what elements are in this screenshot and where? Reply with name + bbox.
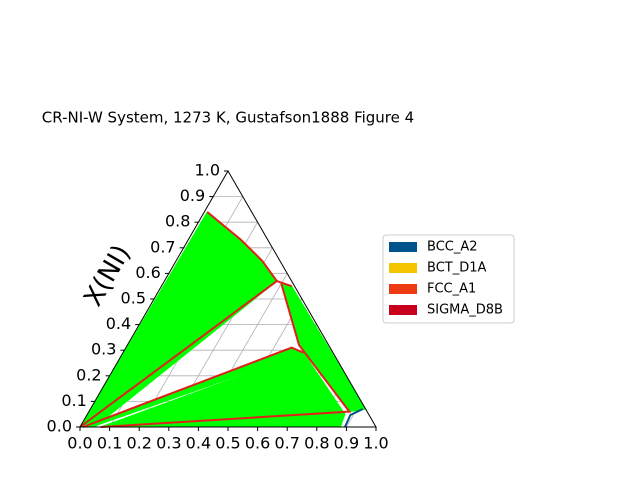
x-tick-label: 0.4 [186,434,211,453]
x-tick-label: 0.0 [67,434,92,453]
chart-title: CR-NI-W System, 1273 K, Gustafson1888 Fi… [42,109,414,127]
plot-area [79,170,377,428]
y-tick-label: 0.3 [91,340,116,359]
legend-swatch [389,242,417,252]
x-axis-label: X(CR) [191,477,265,480]
y-tick-label: 0.7 [150,237,175,256]
y-tick-label: 0.5 [121,289,146,308]
x-tick-label: 0.5 [215,434,240,453]
y-tick-label: 0.9 [180,186,205,205]
phase-boundary [206,211,292,288]
y-tick-label: 0.6 [135,263,160,282]
phase-boundary [79,280,278,428]
y-tick-label: 0.0 [47,417,72,436]
legend-swatch [389,305,417,315]
x-tick-label: 0.3 [156,434,181,453]
phase-boundary [344,408,364,428]
legend-label: SIGMA_D8B [427,303,503,318]
x-tick-label: 0.8 [304,434,329,453]
legend-swatch [389,263,417,273]
x-tick-label: 0.2 [126,434,151,453]
x-tick-label: 1.0 [363,434,388,453]
y-tick-label: 0.8 [165,212,190,231]
x-tick-label: 0.6 [245,434,270,453]
x-tick-label: 0.1 [97,434,122,453]
phase-boundary [100,283,352,428]
x-tick-label: 0.7 [274,434,299,453]
y-tick-label: 0.4 [106,314,131,333]
x-tick-label: 0.9 [334,434,359,453]
y-tick-label: 1.0 [195,161,220,180]
legend-box [382,234,515,324]
legend-label: BCC_A2 [427,240,478,255]
y-tick-label: 0.1 [61,391,86,410]
y-tick-label: 0.2 [76,365,101,384]
legend-label: BCT_D1A [427,261,486,276]
legend-label: FCC_A1 [427,282,476,297]
phase-boundary [82,346,304,428]
legend-swatch [389,284,417,294]
